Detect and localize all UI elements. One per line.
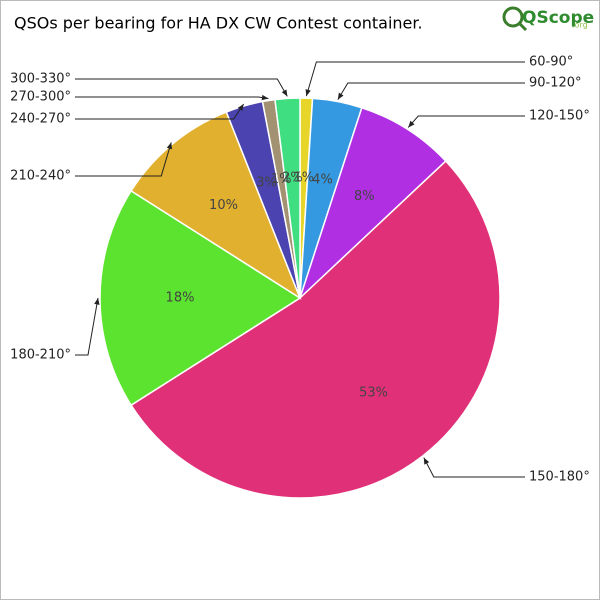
category-label: 180-210° bbox=[10, 348, 71, 363]
slice-value-label: 2% bbox=[282, 171, 303, 186]
pie-slice bbox=[299, 106, 447, 299]
leader-arrow bbox=[305, 89, 311, 97]
slice-value-label: 53% bbox=[359, 385, 388, 400]
slice-value-label: 1% bbox=[271, 172, 292, 187]
pie-slice bbox=[130, 111, 302, 300]
leader-arrow bbox=[166, 142, 173, 150]
leader-arrow bbox=[237, 104, 244, 111]
leader-line bbox=[75, 297, 99, 356]
category-label: 120-150° bbox=[529, 109, 590, 124]
leader-line bbox=[75, 142, 172, 177]
logo-suffix: .org bbox=[572, 21, 588, 30]
slice-value-label: 8% bbox=[354, 189, 375, 204]
leader-line bbox=[305, 61, 525, 97]
category-label: 240-270° bbox=[10, 112, 71, 127]
slice-value-label: 10% bbox=[209, 198, 238, 213]
leader-arrow bbox=[261, 94, 269, 101]
category-label: 60-90° bbox=[529, 55, 573, 70]
logo-text: QScope bbox=[522, 8, 594, 28]
slice-value-label: 4% bbox=[312, 173, 333, 188]
slice-value-label: 1% bbox=[293, 171, 314, 186]
slice-value-label: 18% bbox=[166, 291, 195, 306]
leader-line bbox=[75, 78, 288, 97]
category-label: 90-120° bbox=[529, 76, 582, 91]
category-label: 150-180° bbox=[529, 470, 590, 485]
leader-line bbox=[423, 457, 525, 478]
logo-icon-handle bbox=[517, 21, 528, 32]
slice-value-label: 3% bbox=[256, 175, 277, 190]
pie-slice bbox=[130, 160, 501, 499]
pie-slice bbox=[99, 189, 302, 407]
leader-arrow bbox=[408, 120, 415, 128]
chart-title: QSOs per bearing for HA DX CW Contest co… bbox=[14, 14, 423, 33]
leader-line bbox=[337, 82, 525, 100]
leader-arrow bbox=[281, 89, 288, 97]
category-label: 300-330° bbox=[10, 72, 71, 87]
leader-arrow bbox=[337, 92, 344, 100]
category-label: 210-240° bbox=[10, 169, 71, 184]
category-label: 270-300° bbox=[10, 90, 71, 105]
logo-icon bbox=[502, 6, 524, 28]
pie-slice bbox=[274, 97, 301, 299]
leader-arrow bbox=[423, 457, 430, 465]
leader-arrow bbox=[94, 298, 100, 305]
logo: QScope .org bbox=[502, 6, 594, 32]
